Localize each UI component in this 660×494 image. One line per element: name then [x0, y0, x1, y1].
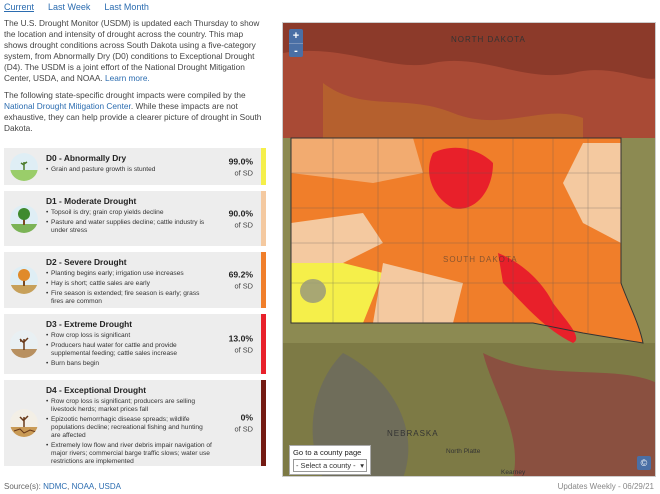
percent-value: 13.0%	[228, 333, 253, 344]
tab-last-month[interactable]: Last Month	[104, 2, 149, 12]
category-d4-title: D4 - Exceptional Drought	[46, 385, 147, 395]
zoom-in-button[interactable]: +	[292, 30, 300, 42]
category-d4-percent: 0% of SD	[235, 413, 253, 434]
impact-item: Planting begins early; irrigation use in…	[46, 270, 213, 278]
category-d1-title: D1 - Moderate Drought	[46, 196, 137, 206]
impact-item: Row crop loss is significant; producers …	[46, 398, 213, 414]
category-d0-percent: 99.0% of SD	[229, 156, 253, 177]
source-link-noaa[interactable]: NOAA	[71, 482, 95, 491]
intro-text: The U.S. Drought Monitor (USDM) is updat…	[4, 18, 266, 134]
category-d3: D3 - Extreme Drought Row crop loss is si…	[4, 314, 266, 374]
county-navigator-title: Go to a county page	[293, 448, 362, 457]
zoom-controls: + -	[289, 29, 303, 57]
category-d0-body: D0 - Abnormally Dry Grain and pasture gr…	[46, 148, 213, 181]
intro-p2-prefix: The following state-specific drought imp…	[4, 90, 246, 100]
drought-map[interactable]: NORTH DAKOTA SOUTH DAKOTA NEBRASKA North…	[282, 22, 656, 477]
category-d0: D0 - Abnormally Dry Grain and pasture gr…	[4, 148, 266, 185]
percent-value: 69.2%	[228, 269, 253, 280]
category-d4-impacts: Row crop loss is significant; producers …	[46, 398, 213, 466]
tree-icon	[10, 204, 38, 233]
impact-item: Extremely low flow and river debris impa…	[46, 442, 213, 466]
percent-value: 90.0%	[228, 208, 253, 218]
county-select-value: - Select a county -	[296, 461, 356, 470]
impact-item: Epizootic hemorrhagic disease spreads; w…	[46, 416, 213, 440]
county-navigator: Go to a county page - Select a county - …	[289, 445, 371, 475]
copyright-icon[interactable]: ©	[637, 456, 651, 470]
intro-p2-suffix: . While these impacts are not exhaustive…	[4, 101, 262, 133]
category-d2-percent: 69.2% of SD	[229, 270, 253, 291]
impact-item: Fire season is extended; fire season is …	[46, 290, 213, 306]
category-d2: D2 - Severe Drought Planting begins earl…	[4, 252, 266, 308]
impact-item: Hay is short; cattle sales are early	[46, 280, 213, 288]
source-credits: Source(s): NDMC, NOAA, USDA	[4, 482, 121, 491]
dry-tree-icon	[10, 266, 38, 294]
impact-item: Grain and pasture growth is stunted	[46, 166, 213, 174]
chevron-down-icon: ▾	[360, 461, 364, 470]
intro-paragraph-2: The following state-specific drought imp…	[4, 90, 266, 134]
county-select[interactable]: - Select a county - ▾	[293, 459, 367, 472]
category-d0-impacts: Grain and pasture growth is stunted	[46, 166, 213, 174]
drought-categories: D0 - Abnormally Dry Grain and pasture gr…	[4, 148, 266, 472]
category-d2-body: D2 - Severe Drought Planting begins earl…	[46, 252, 213, 313]
category-d3-body: D3 - Extreme Drought Row crop loss is si…	[46, 314, 213, 375]
category-d3-percent: 13.0% of SD	[229, 334, 253, 355]
impact-item: Producers haul water for cattle and prov…	[46, 342, 213, 358]
impact-item: Pasture and water supplies decline; catt…	[46, 219, 213, 235]
source-link-ndmc[interactable]: NDMC	[43, 482, 68, 491]
bare-tree-icon	[10, 330, 38, 358]
percent-unit: of SD	[234, 345, 253, 355]
zoom-out-button[interactable]: -	[289, 43, 303, 57]
learn-more-link[interactable]: Learn more.	[105, 73, 150, 83]
source-link-usda[interactable]: USDA	[98, 482, 121, 491]
category-d1-impacts: Topsoil is dry; grain crop yields declin…	[46, 209, 213, 235]
impact-item: Topsoil is dry; grain crop yields declin…	[46, 209, 213, 217]
percent-unit: of SD	[234, 424, 253, 434]
map-canvas[interactable]	[283, 23, 656, 477]
update-frequency: Updates Weekly - 06/29/21	[557, 482, 654, 491]
category-d2-title: D2 - Severe Drought	[46, 257, 127, 267]
category-d0-title: D0 - Abnormally Dry	[46, 153, 127, 163]
source-prefix: Source(s):	[4, 482, 41, 491]
time-tabs: Current Last Week Last Month	[4, 2, 149, 12]
impact-item: Row crop loss is significant	[46, 332, 213, 340]
ndmc-link[interactable]: National Drought Mitigation Center	[4, 101, 131, 111]
cracked-earth-icon	[10, 409, 38, 437]
category-d4: D4 - Exceptional Drought Row crop loss i…	[4, 380, 266, 466]
percent-unit: of SD	[234, 168, 253, 177]
percent-value: 99.0%	[228, 156, 253, 166]
category-d1-percent: 90.0% of SD	[229, 208, 253, 229]
category-d2-impacts: Planting begins early; irrigation use in…	[46, 270, 213, 306]
intro-paragraph-1: The U.S. Drought Monitor (USDM) is updat…	[4, 18, 266, 84]
percent-unit: of SD	[234, 220, 253, 229]
dry-grain-icon	[10, 152, 38, 181]
category-d3-title: D3 - Extreme Drought	[46, 319, 133, 329]
intro-p1-text: The U.S. Drought Monitor (USDM) is updat…	[4, 18, 260, 83]
category-d1: D1 - Moderate Drought Topsoil is dry; gr…	[4, 191, 266, 246]
impact-item: Burn bans begin	[46, 360, 213, 368]
category-d4-body: D4 - Exceptional Drought Row crop loss i…	[46, 380, 213, 473]
category-d3-impacts: Row crop loss is significant Producers h…	[46, 332, 213, 368]
tab-last-week[interactable]: Last Week	[48, 2, 91, 12]
percent-value: 0%	[240, 412, 253, 423]
category-d1-body: D1 - Moderate Drought Topsoil is dry; gr…	[46, 191, 213, 242]
tab-current[interactable]: Current	[4, 2, 35, 12]
percent-unit: of SD	[234, 281, 253, 291]
